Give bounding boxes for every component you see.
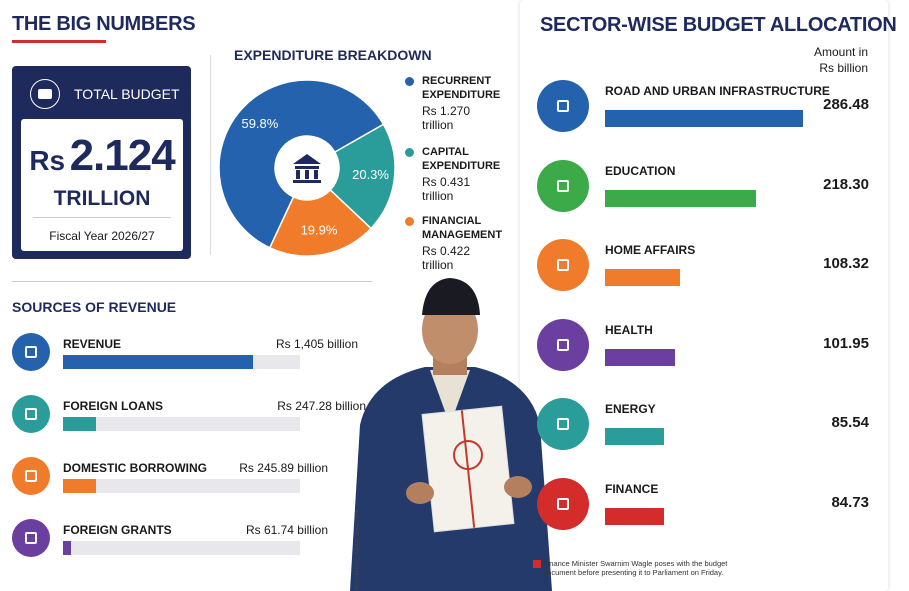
- fiscal-year: Fiscal Year 2026/27: [49, 229, 155, 243]
- legend-label: FINANCIAL MANAGEMENT: [422, 215, 503, 241]
- legend-amount: Rs 0.422 trillion: [422, 244, 471, 272]
- value-label: 85.54: [831, 414, 869, 431]
- value-label: 84.73: [831, 493, 869, 511]
- amount-unit: TRILLION: [53, 187, 151, 210]
- category-label: FOREIGN GRANTS: [63, 523, 172, 537]
- value-label: Rs 1,405 billion: [275, 337, 358, 351]
- category-label: ROAD AND URBAN INFRASTRUCTURE: [605, 84, 830, 98]
- briefcase-icon: [30, 79, 60, 109]
- sector-subtitle: Amount in Rs billion: [813, 45, 868, 75]
- category-icon: [537, 318, 589, 371]
- total-budget-inner: Rs 2.124 TRILLION Fiscal Year 2026/27: [21, 119, 183, 251]
- photo: [350, 278, 552, 591]
- caption-marker: [533, 560, 541, 568]
- bar: [605, 269, 680, 286]
- legend-label: CAPITAL EXPENDITURE: [422, 146, 501, 172]
- value-label: 101.95: [823, 334, 869, 352]
- bar: [605, 348, 676, 366]
- page-title: THE BIG NUMBERS: [12, 13, 196, 35]
- currency: Rs: [29, 145, 66, 176]
- value-label: 108.32: [823, 255, 869, 272]
- legend-label: RECURRENT EXPENDITURE: [422, 75, 501, 101]
- hand: [504, 476, 532, 498]
- category-icon-glyph: [557, 497, 569, 510]
- category-icon-glyph: [25, 470, 37, 482]
- total-budget-amount: Rs 2.124: [21, 131, 183, 181]
- bar: [63, 541, 72, 555]
- category-icon-glyph: [557, 418, 569, 430]
- category-label: EDUCATION: [605, 163, 676, 178]
- total-budget-card: TOTAL BUDGET Rs 2.124 TRILLION Fiscal Ye…: [12, 66, 191, 259]
- divider: [210, 55, 211, 255]
- category-icon-glyph: [557, 179, 569, 192]
- bar: [605, 110, 803, 127]
- category-label: FINANCE: [605, 481, 659, 496]
- category-icon-glyph: [557, 100, 569, 112]
- value-label: Rs 247.28 billion: [277, 399, 366, 413]
- title-underline: [12, 40, 106, 43]
- category-icon-glyph: [25, 408, 37, 420]
- emblem: [453, 440, 483, 470]
- category-label: ENERGY: [605, 402, 656, 416]
- category-icon: [537, 159, 589, 212]
- category-label: HEALTH: [605, 322, 653, 337]
- category-icon: [12, 519, 50, 557]
- category-icon: [537, 398, 589, 450]
- bar: [63, 355, 253, 369]
- value-label: Rs 61.74 billion: [245, 523, 328, 537]
- category-icon: [12, 457, 50, 495]
- total-budget-label: TOTAL BUDGET: [74, 86, 180, 102]
- photo-credit: POST PHOTO: KAMAL SHRESTHA: [355, 509, 361, 590]
- bar: [605, 507, 664, 525]
- legend-amount: Rs 1.270 trillion: [422, 104, 471, 132]
- bar: [605, 428, 665, 445]
- divider: [12, 281, 372, 282]
- pie-slice: [268, 188, 373, 257]
- bar: [63, 479, 97, 493]
- amount: 2.124: [69, 131, 176, 180]
- category-icon: [537, 477, 589, 530]
- category-label: DOMESTIC BORROWING: [63, 461, 207, 475]
- bar-track: [63, 417, 300, 431]
- legend-amount: Rs 0.431 trillion: [422, 175, 471, 203]
- bar: [605, 189, 756, 207]
- bank-icon: [293, 154, 321, 183]
- hand: [406, 482, 434, 504]
- bar: [63, 417, 97, 431]
- category-icon: [12, 333, 50, 371]
- slice-label: 19.9%: [301, 222, 338, 237]
- legend-marker: [405, 77, 414, 86]
- value-label: 286.48: [823, 96, 869, 113]
- photo-caption: Finance Minister Swarnim Wagle poses wit…: [543, 559, 728, 577]
- shirt: [430, 370, 470, 425]
- divider: [33, 217, 171, 218]
- category-icon-glyph: [25, 346, 37, 358]
- category-icon-glyph: [557, 338, 569, 351]
- bar-track: [63, 479, 300, 493]
- pie-slice: [329, 123, 396, 230]
- category-label: FOREIGN LOANS: [63, 399, 164, 413]
- pie-title: EXPENDITURE BREAKDOWN: [234, 47, 432, 63]
- slice-label: 20.3%: [352, 167, 389, 182]
- category-icon: [12, 395, 50, 433]
- hat: [422, 278, 480, 315]
- category-label: HOME AFFAIRS: [605, 243, 696, 257]
- slice-label: 59.8%: [241, 116, 278, 131]
- bar-track: [63, 541, 300, 555]
- value-label: Rs 245.89 billion: [239, 461, 328, 475]
- pie-chart: 59.8% 20.3% 19.9%: [218, 79, 396, 257]
- category-label: REVENUE: [63, 337, 122, 351]
- category-icon: [537, 239, 589, 291]
- legend-marker: [405, 148, 414, 157]
- legend-marker: [405, 217, 414, 226]
- category-icon: [537, 80, 589, 132]
- sector-title: SECTOR-WISE BUDGET ALLOCATION: [540, 14, 897, 36]
- value-label: 218.30: [823, 175, 869, 193]
- category-icon-glyph: [557, 259, 569, 271]
- revenue-title: SOURCES OF REVENUE: [12, 299, 177, 315]
- category-icon-glyph: [25, 532, 37, 544]
